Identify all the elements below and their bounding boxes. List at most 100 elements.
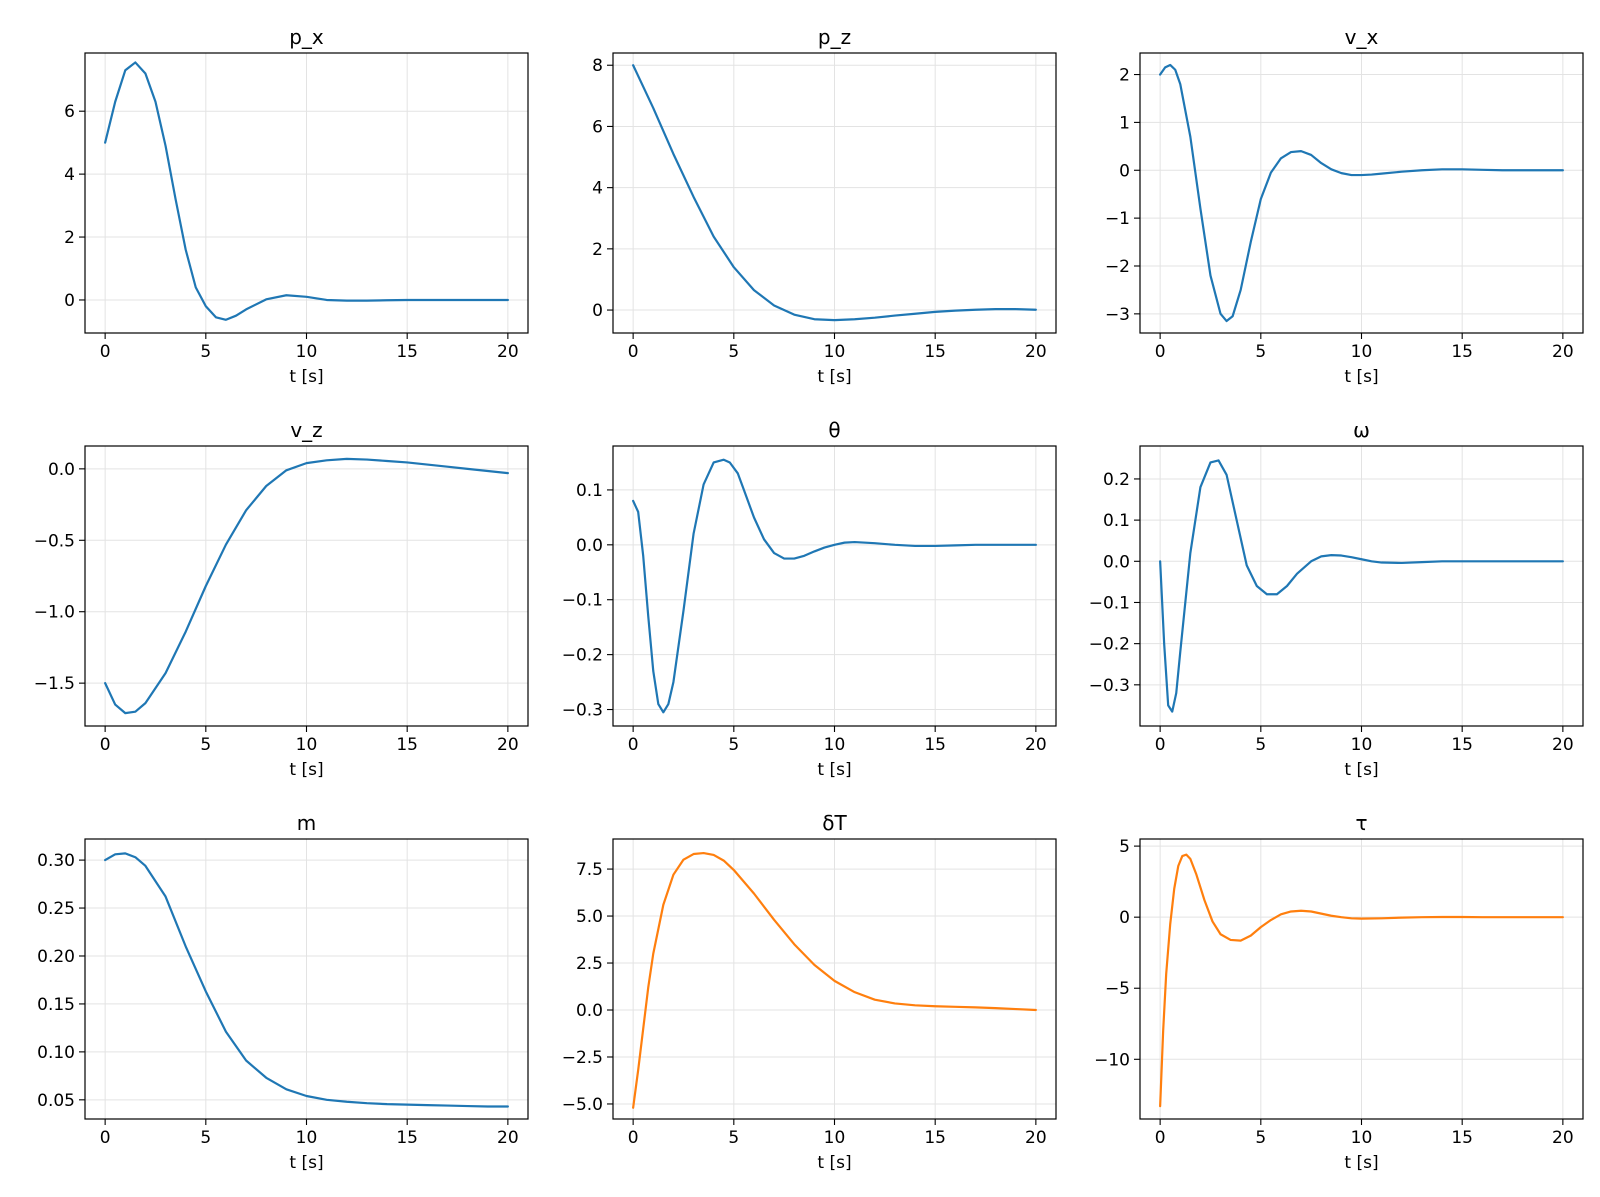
- y-tick-label: 6: [64, 102, 75, 122]
- x-tick-label: 5: [1255, 342, 1266, 362]
- y-tick-label: −0.3: [562, 701, 603, 721]
- y-tick-label: −0.1: [1089, 593, 1130, 613]
- y-tick-label: −0.3: [1089, 676, 1130, 696]
- y-tick-label: 0: [1119, 161, 1130, 181]
- x-tick-label: 15: [1451, 1128, 1473, 1148]
- x-tick-label: 5: [200, 735, 211, 755]
- series-line: [632, 851, 1037, 1109]
- x-tick-label: 15: [924, 1128, 946, 1148]
- subplot-5: 0 5 10 15 20 −0.3 −0.2 −0.1 0.0 0.1 0.2 ω t [s]: [1089, 418, 1584, 780]
- x-tick-label: 15: [1451, 735, 1473, 755]
- y-tick-label: −5.0: [562, 1095, 603, 1115]
- x-tick-label: 10: [824, 1128, 846, 1148]
- x-tick-label: 20: [1552, 735, 1574, 755]
- x-tick-label: 10: [1351, 735, 1373, 755]
- x-tick-label: 0: [100, 1128, 111, 1148]
- x-tick-label: 15: [396, 1128, 418, 1148]
- y-tick-label: 2.5: [576, 954, 603, 974]
- series-line: [632, 458, 1037, 714]
- y-tick-label: 0.0: [576, 536, 603, 556]
- x-tick-label: 5: [728, 342, 739, 362]
- x-tick-label: 10: [296, 1128, 318, 1148]
- x-tick-label: 0: [100, 735, 111, 755]
- x-axis-label: t [s]: [817, 1153, 851, 1173]
- series-line: [104, 457, 509, 715]
- y-tick-label: −1.5: [34, 674, 75, 694]
- series-line: [1159, 853, 1564, 1108]
- subplot-7: 0 5 10 15 20 −5.0 −2.5 0.0 2.5 5.0 7.5 δT t [s]: [562, 811, 1057, 1173]
- subplot-title: τ: [1355, 811, 1367, 835]
- x-tick-label: 5: [1255, 1128, 1266, 1148]
- y-tick-label: 0.2: [1103, 470, 1130, 490]
- x-tick-label: 0: [1155, 1128, 1166, 1148]
- x-tick-label: 5: [728, 1128, 739, 1148]
- y-tick-label: −0.2: [1089, 635, 1130, 655]
- y-tick-label: 0.0: [576, 1001, 603, 1021]
- y-tick-label: −5: [1105, 979, 1130, 999]
- subplot-8: 0 5 10 15 20 −10 −5 0 5 τ t [s]: [1094, 811, 1584, 1173]
- x-tick-label: 10: [296, 342, 318, 362]
- x-tick-label: 0: [628, 735, 639, 755]
- y-tick-label: 0.1: [1103, 511, 1130, 531]
- y-tick-label: 8: [592, 56, 603, 76]
- x-tick-label: 20: [1552, 1128, 1574, 1148]
- y-tick-label: 5.0: [576, 907, 603, 927]
- x-tick-label: 10: [824, 735, 846, 755]
- series-line: [104, 852, 509, 1108]
- subplot-title: θ: [828, 418, 840, 442]
- series-line: [1159, 63, 1564, 323]
- y-tick-label: 2: [1119, 66, 1130, 86]
- subplot-1: 0 5 10 15 20 0 2 4 6 8 p_zt [s]: [592, 25, 1057, 387]
- x-tick-label: 15: [396, 735, 418, 755]
- y-tick-label: 0: [592, 301, 603, 321]
- y-tick-label: −3: [1105, 305, 1130, 325]
- y-tick-label: 0: [64, 291, 75, 311]
- y-tick-label: 1: [1119, 113, 1130, 133]
- x-tick-label: 10: [1351, 1128, 1373, 1148]
- x-tick-label: 20: [1025, 1128, 1047, 1148]
- subplot-4: 0 5 10 15 20 −0.3 −0.2 −0.1 0.0 0.1 θ t [s]: [562, 418, 1057, 780]
- x-tick-label: 0: [628, 1128, 639, 1148]
- subplot-title: p_x: [289, 25, 324, 49]
- x-tick-label: 5: [200, 1128, 211, 1148]
- y-tick-label: −2.5: [562, 1048, 603, 1068]
- x-axis-label: t [s]: [817, 760, 851, 780]
- y-tick-label: 5: [1119, 837, 1130, 857]
- y-tick-label: 0.1: [576, 481, 603, 501]
- y-tick-label: 2: [592, 240, 603, 260]
- x-axis-label: t [s]: [1344, 760, 1378, 780]
- y-tick-label: 0.0: [48, 460, 75, 480]
- x-tick-label: 0: [1155, 735, 1166, 755]
- x-tick-label: 20: [497, 735, 519, 755]
- y-tick-label: 0.05: [37, 1091, 75, 1111]
- y-tick-label: 6: [592, 117, 603, 137]
- x-axis-label: t [s]: [289, 367, 323, 387]
- x-tick-label: 15: [924, 342, 946, 362]
- y-tick-label: −2: [1105, 257, 1130, 277]
- x-axis-label: t [s]: [289, 1153, 323, 1173]
- y-tick-label: 0.30: [37, 851, 75, 871]
- y-tick-label: 7.5: [576, 860, 603, 880]
- x-tick-label: 0: [628, 342, 639, 362]
- subplot-6: 0 5 10 15 20 0.05 0.10 0.15 0.20 0.25 0.30 m t [s]: [37, 811, 529, 1173]
- y-tick-label: 0.20: [37, 947, 75, 967]
- series-line: [104, 61, 509, 321]
- y-tick-label: 0.15: [37, 995, 75, 1015]
- x-tick-label: 20: [1552, 342, 1574, 362]
- y-tick-label: −0.1: [562, 591, 603, 611]
- x-tick-label: 10: [824, 342, 846, 362]
- series-line: [632, 64, 1037, 322]
- subplot-title: ω: [1353, 418, 1370, 442]
- x-tick-label: 10: [296, 735, 318, 755]
- subplot-0: 0 5 10 15 20 0 2 4 6 p_xt [s]: [64, 25, 529, 387]
- series-line: [1159, 459, 1564, 713]
- subplot-title: v_x: [1345, 25, 1379, 49]
- x-axis-label: t [s]: [1344, 367, 1378, 387]
- y-tick-label: −0.2: [562, 646, 603, 666]
- x-axis-label: t [s]: [289, 760, 323, 780]
- x-tick-label: 0: [1155, 342, 1166, 362]
- y-tick-label: 2: [64, 228, 75, 248]
- x-tick-label: 0: [100, 342, 111, 362]
- x-tick-label: 15: [1451, 342, 1473, 362]
- y-tick-label: 0: [1119, 908, 1130, 928]
